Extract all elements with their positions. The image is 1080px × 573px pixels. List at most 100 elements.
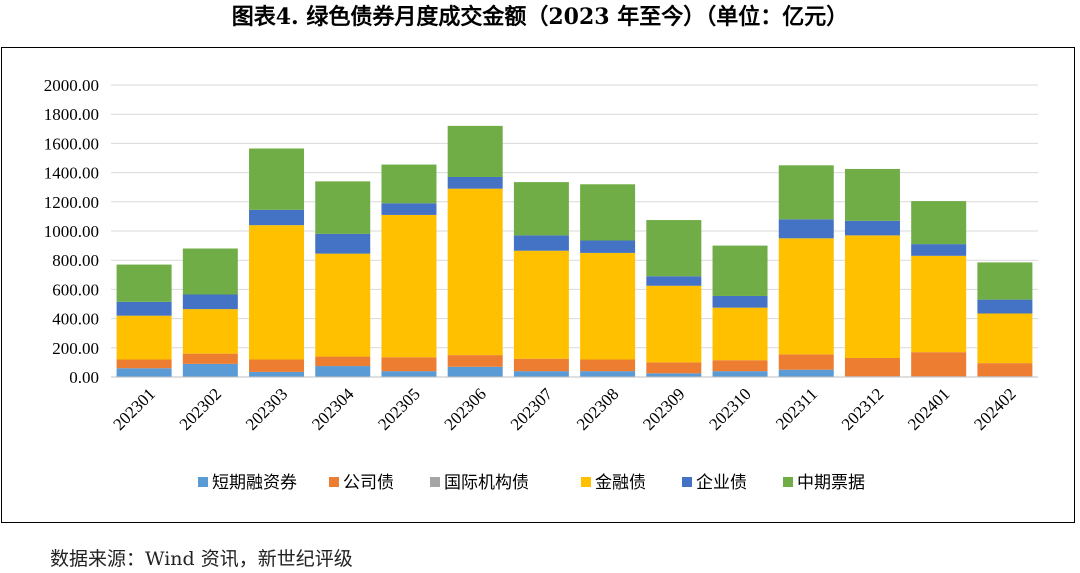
bar-segment: [977, 299, 1033, 314]
bar-segment: [513, 358, 569, 372]
y-tick-label: 1800.00: [44, 105, 99, 124]
bar-segment: [712, 360, 768, 372]
bar-segment: [513, 235, 569, 251]
legend-swatch: [682, 477, 692, 487]
legend-swatch: [329, 477, 339, 487]
bar-segment: [182, 248, 238, 295]
y-tick-label: 1400.00: [44, 164, 99, 183]
legend: 短期融资券 公司债 国际机构债 金融债 企业债 中期票据: [198, 473, 865, 493]
bar-segment: [778, 238, 834, 355]
chart-area: 0.00 200.00 400.00 600.00 800.00 1000.00 1200.…: [1, 47, 1075, 523]
x-tick-label: 202402: [970, 384, 1019, 433]
bar-segment: [116, 359, 172, 369]
bar-segment: [182, 353, 238, 364]
bar-segment: [911, 201, 967, 245]
bar-segment: [182, 309, 238, 354]
x-tick-label: 202312: [838, 384, 887, 433]
bar-segment: [911, 352, 967, 377]
bar-segment: [249, 209, 305, 226]
data-source-note: 数据来源：Wind 资讯，新世纪评级: [50, 548, 353, 570]
bar-segment: [249, 225, 305, 360]
stacked-bar-chart: 0.00 200.00 400.00 600.00 800.00 1000.00 1200.…: [44, 76, 1038, 493]
bar-segment: [116, 315, 172, 360]
bar-segment: [249, 371, 305, 377]
bar-segment: [778, 165, 834, 220]
bar-segment: [712, 371, 768, 377]
bar-segment: [513, 371, 569, 377]
bar-segment: [844, 168, 900, 221]
legend-swatch: [198, 477, 208, 487]
bar-segment: [977, 363, 1033, 377]
bar-segment: [381, 164, 437, 204]
legend-swatch: [581, 477, 591, 487]
y-tick-label: 200.00: [52, 339, 99, 358]
y-tick-label: 1200.00: [44, 193, 99, 212]
y-tick-label: 1000.00: [44, 222, 99, 241]
bar-segment: [646, 220, 702, 277]
bar-segment: [447, 188, 503, 356]
y-axis-ticks: 0.00 200.00 400.00 600.00 800.00 1000.00 1200.…: [44, 76, 99, 387]
x-tick-label: 202310: [705, 384, 754, 433]
x-tick-label: 202309: [639, 384, 688, 433]
chart-title: 图表4. 绿色债券月度成交金额（2023 年至今）（单位：亿元）: [231, 4, 849, 30]
bar-segment: [513, 250, 569, 359]
bar-segment: [712, 295, 768, 308]
y-tick-label: 400.00: [52, 310, 99, 329]
bar-segment: [116, 301, 172, 316]
x-tick-label: 202306: [441, 384, 490, 433]
bar-segment: [315, 356, 371, 367]
legend-label: 国际机构债: [444, 473, 529, 493]
bar-segment: [381, 357, 437, 372]
bar-segment: [315, 181, 371, 234]
bar-segment: [447, 125, 503, 177]
bar-segment: [447, 355, 503, 367]
x-tick-label: 202311: [772, 384, 821, 433]
y-tick-label: 1600.00: [44, 134, 99, 153]
x-tick-label: 202302: [176, 384, 225, 433]
bar-segment: [315, 366, 371, 377]
bar-segment: [315, 233, 371, 254]
y-tick-label: 600.00: [52, 280, 99, 299]
x-tick-label: 202305: [374, 384, 423, 433]
bar-segment: [646, 362, 702, 374]
bar-segment: [977, 313, 1033, 364]
bar-segment: [580, 252, 636, 360]
bar-segment: [844, 220, 900, 236]
bar-segment: [778, 354, 834, 370]
bar-segment: [513, 182, 569, 236]
bar-segment: [116, 368, 172, 377]
x-tick-label: 202301: [109, 384, 158, 433]
bar-segment: [182, 363, 238, 377]
bar-segment: [580, 240, 636, 253]
bar-segment: [778, 369, 834, 377]
legend-label: 公司债: [343, 473, 394, 493]
legend-label: 企业债: [696, 473, 747, 493]
bar-segment: [778, 219, 834, 239]
bar-segment: [911, 255, 967, 353]
y-tick-label: 800.00: [52, 251, 99, 270]
bar-segment: [381, 371, 437, 377]
bar-segment: [116, 264, 172, 302]
x-tick-label: 202304: [308, 384, 358, 434]
bar-segment: [580, 359, 636, 372]
bar-segment: [844, 358, 900, 377]
bar-segment: [844, 235, 900, 359]
x-tick-label: 202303: [242, 384, 291, 433]
x-tick-label: 202307: [507, 384, 557, 434]
bar-segment: [249, 148, 305, 210]
legend-label: 金融债: [595, 473, 646, 493]
bar-segment: [315, 253, 371, 357]
bar-segment: [712, 307, 768, 361]
bar-segment: [182, 294, 238, 310]
x-tick-label: 202308: [573, 384, 622, 433]
bar-segment: [712, 245, 768, 296]
y-tick-label: 2000.00: [44, 76, 99, 95]
x-tick-label: 202401: [904, 384, 953, 433]
legend-label: 短期融资券: [212, 473, 297, 493]
y-tick-label: 0.00: [69, 368, 99, 387]
bar-segment: [580, 371, 636, 377]
bar-segment: [249, 359, 305, 372]
x-axis-ticks: 202301 202302 202303 202304 202305 202306 2023…: [109, 384, 1019, 434]
bars: [116, 125, 1033, 377]
bar-segment: [911, 244, 967, 256]
